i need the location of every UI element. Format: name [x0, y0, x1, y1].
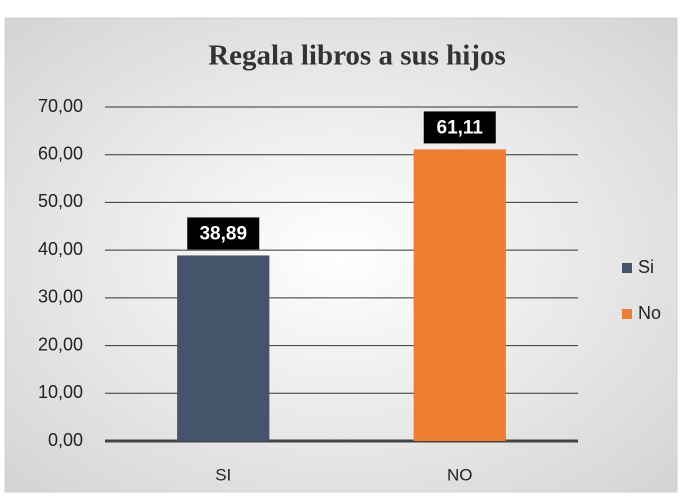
legend-label: Si — [638, 257, 654, 277]
bar — [413, 149, 506, 441]
y-tick-label: 0,00 — [48, 430, 83, 450]
y-tick-label: 70,00 — [38, 96, 83, 116]
legend-label: No — [638, 303, 661, 323]
data-label: 38,89 — [199, 223, 247, 244]
y-tick-label: 50,00 — [38, 191, 83, 211]
data-label: 61,11 — [437, 117, 484, 138]
chart-title: Regala libros a sus hijos — [208, 40, 506, 72]
x-tick-label: SI — [215, 465, 231, 484]
data-label-box — [187, 217, 260, 250]
bar — [177, 255, 270, 441]
legend-swatch — [622, 309, 632, 319]
x-tick-label: NO — [447, 465, 473, 484]
y-tick-label: 30,00 — [38, 287, 83, 307]
y-tick-label: 60,00 — [38, 143, 83, 163]
y-tick-label: 40,00 — [38, 239, 83, 259]
data-label-box — [423, 111, 496, 144]
y-tick-label: 10,00 — [38, 382, 83, 402]
legend-swatch — [622, 263, 632, 273]
y-tick-label: 20,00 — [38, 334, 83, 354]
chart-background — [4, 17, 678, 493]
